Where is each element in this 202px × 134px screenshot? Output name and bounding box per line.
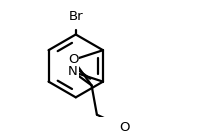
Text: N: N	[68, 65, 78, 78]
Text: Br: Br	[68, 10, 83, 23]
Text: O: O	[119, 121, 129, 134]
Text: O: O	[68, 53, 78, 66]
